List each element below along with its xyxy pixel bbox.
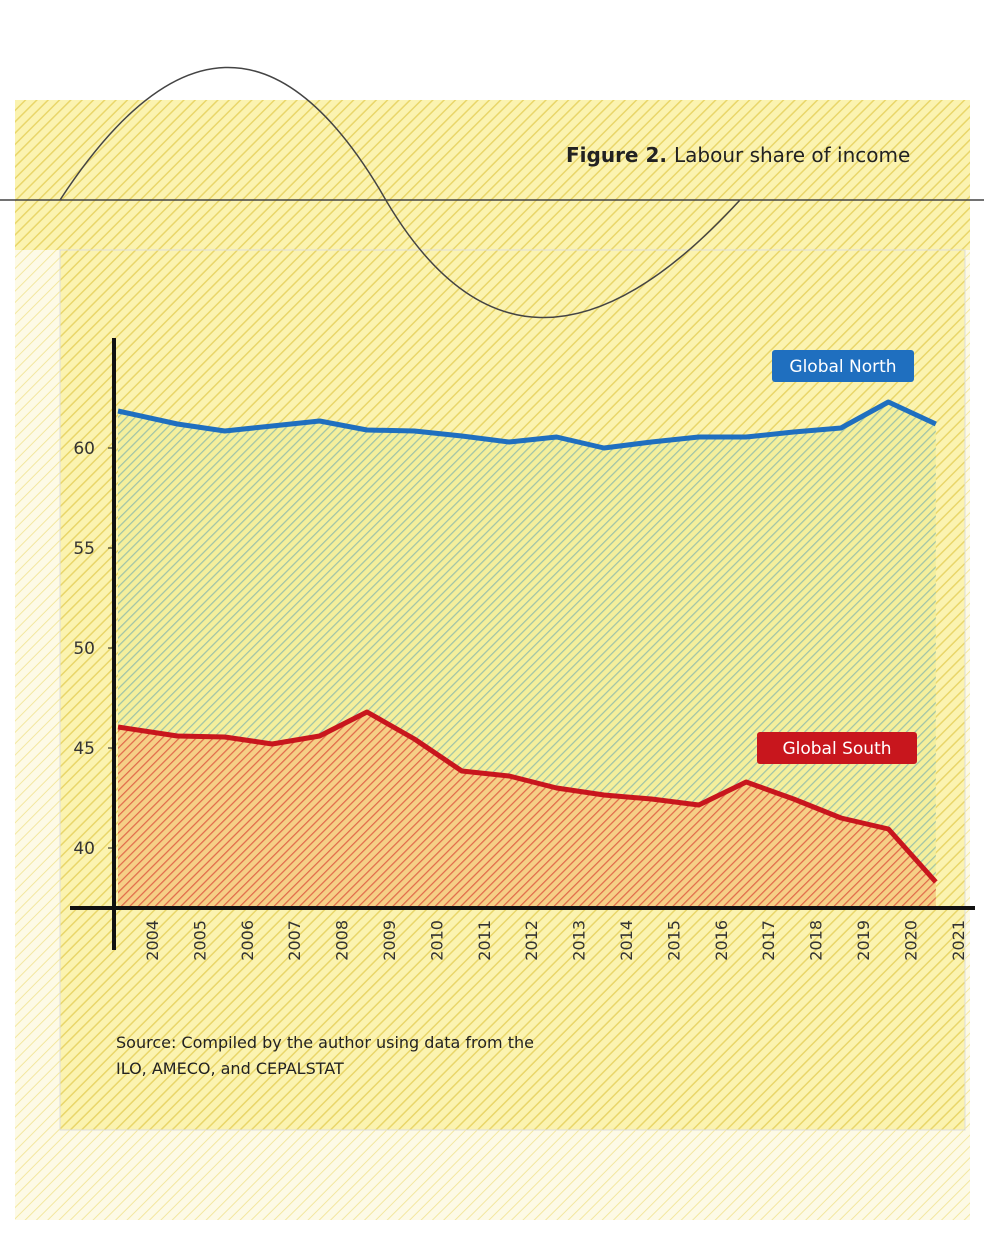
x-tick-label: 2021 [949,920,968,961]
x-tick-label: 2013 [570,920,589,961]
legend-label: Global North [789,357,896,377]
y-tick-label: 60 [73,439,95,459]
source-note: Source: Compiled by the author using dat… [116,1030,536,1082]
page: Figure 2. Labour share of income Global … [0,0,984,1233]
legend-label: Global South [782,739,891,759]
x-tick-label: 2014 [617,920,636,961]
x-tick-label: 2004 [143,920,162,961]
y-tick-label: 55 [73,539,95,559]
x-tick-label: 2010 [427,920,446,961]
x-tick-label: 2008 [333,920,352,961]
x-tick-label: 2018 [807,920,826,961]
x-tick-label: 2015 [664,920,683,961]
x-tick-label: 2006 [238,920,257,961]
title-prefix: Figure 2. [566,143,667,167]
x-tick-label: 2020 [901,920,920,961]
x-tick-label: 2011 [475,920,494,961]
y-tick-label: 45 [73,739,95,759]
x-tick-label: 2019 [854,920,873,961]
title-band [15,100,970,250]
x-tick-label: 2012 [522,920,541,961]
y-tick-label: 50 [73,639,95,659]
x-tick-label: 2017 [759,920,778,961]
x-tick-label: 2009 [380,920,399,961]
y-tick-label: 40 [73,839,95,859]
chart-title: Labour share of income [674,143,910,167]
x-tick-label: 2016 [712,920,731,961]
x-tick-label: 2007 [285,920,304,961]
x-tick-label: 2005 [190,920,209,961]
